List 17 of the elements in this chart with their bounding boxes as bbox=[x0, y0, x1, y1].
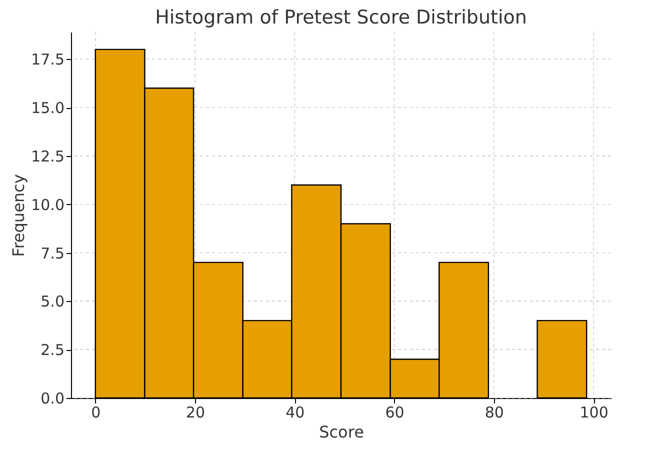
y-tick-label: 2.5 bbox=[40, 341, 64, 360]
chart-title: Histogram of Pretest Score Distribution bbox=[155, 6, 527, 29]
x-axis-title: Score bbox=[319, 422, 364, 442]
y-axis-title: Frequency bbox=[9, 174, 28, 257]
y-tick-label: 15.0 bbox=[31, 99, 64, 118]
x-tick-label: 40 bbox=[286, 404, 305, 422]
x-tick-label: 0 bbox=[91, 404, 101, 422]
y-tick-label: 10.0 bbox=[31, 196, 64, 214]
y-tick-label: 12.5 bbox=[31, 147, 64, 166]
y-tick-label: 17.5 bbox=[31, 50, 64, 69]
y-tick-label: 0.0 bbox=[40, 390, 64, 408]
x-tick-label: 60 bbox=[385, 404, 404, 422]
y-tick-label: 5.0 bbox=[40, 292, 64, 311]
x-tick-label: 20 bbox=[186, 404, 206, 422]
y-tick-label: 7.5 bbox=[40, 244, 64, 262]
x-tick-label: 100 bbox=[580, 404, 608, 422]
x-tick-label: 80 bbox=[484, 404, 504, 422]
